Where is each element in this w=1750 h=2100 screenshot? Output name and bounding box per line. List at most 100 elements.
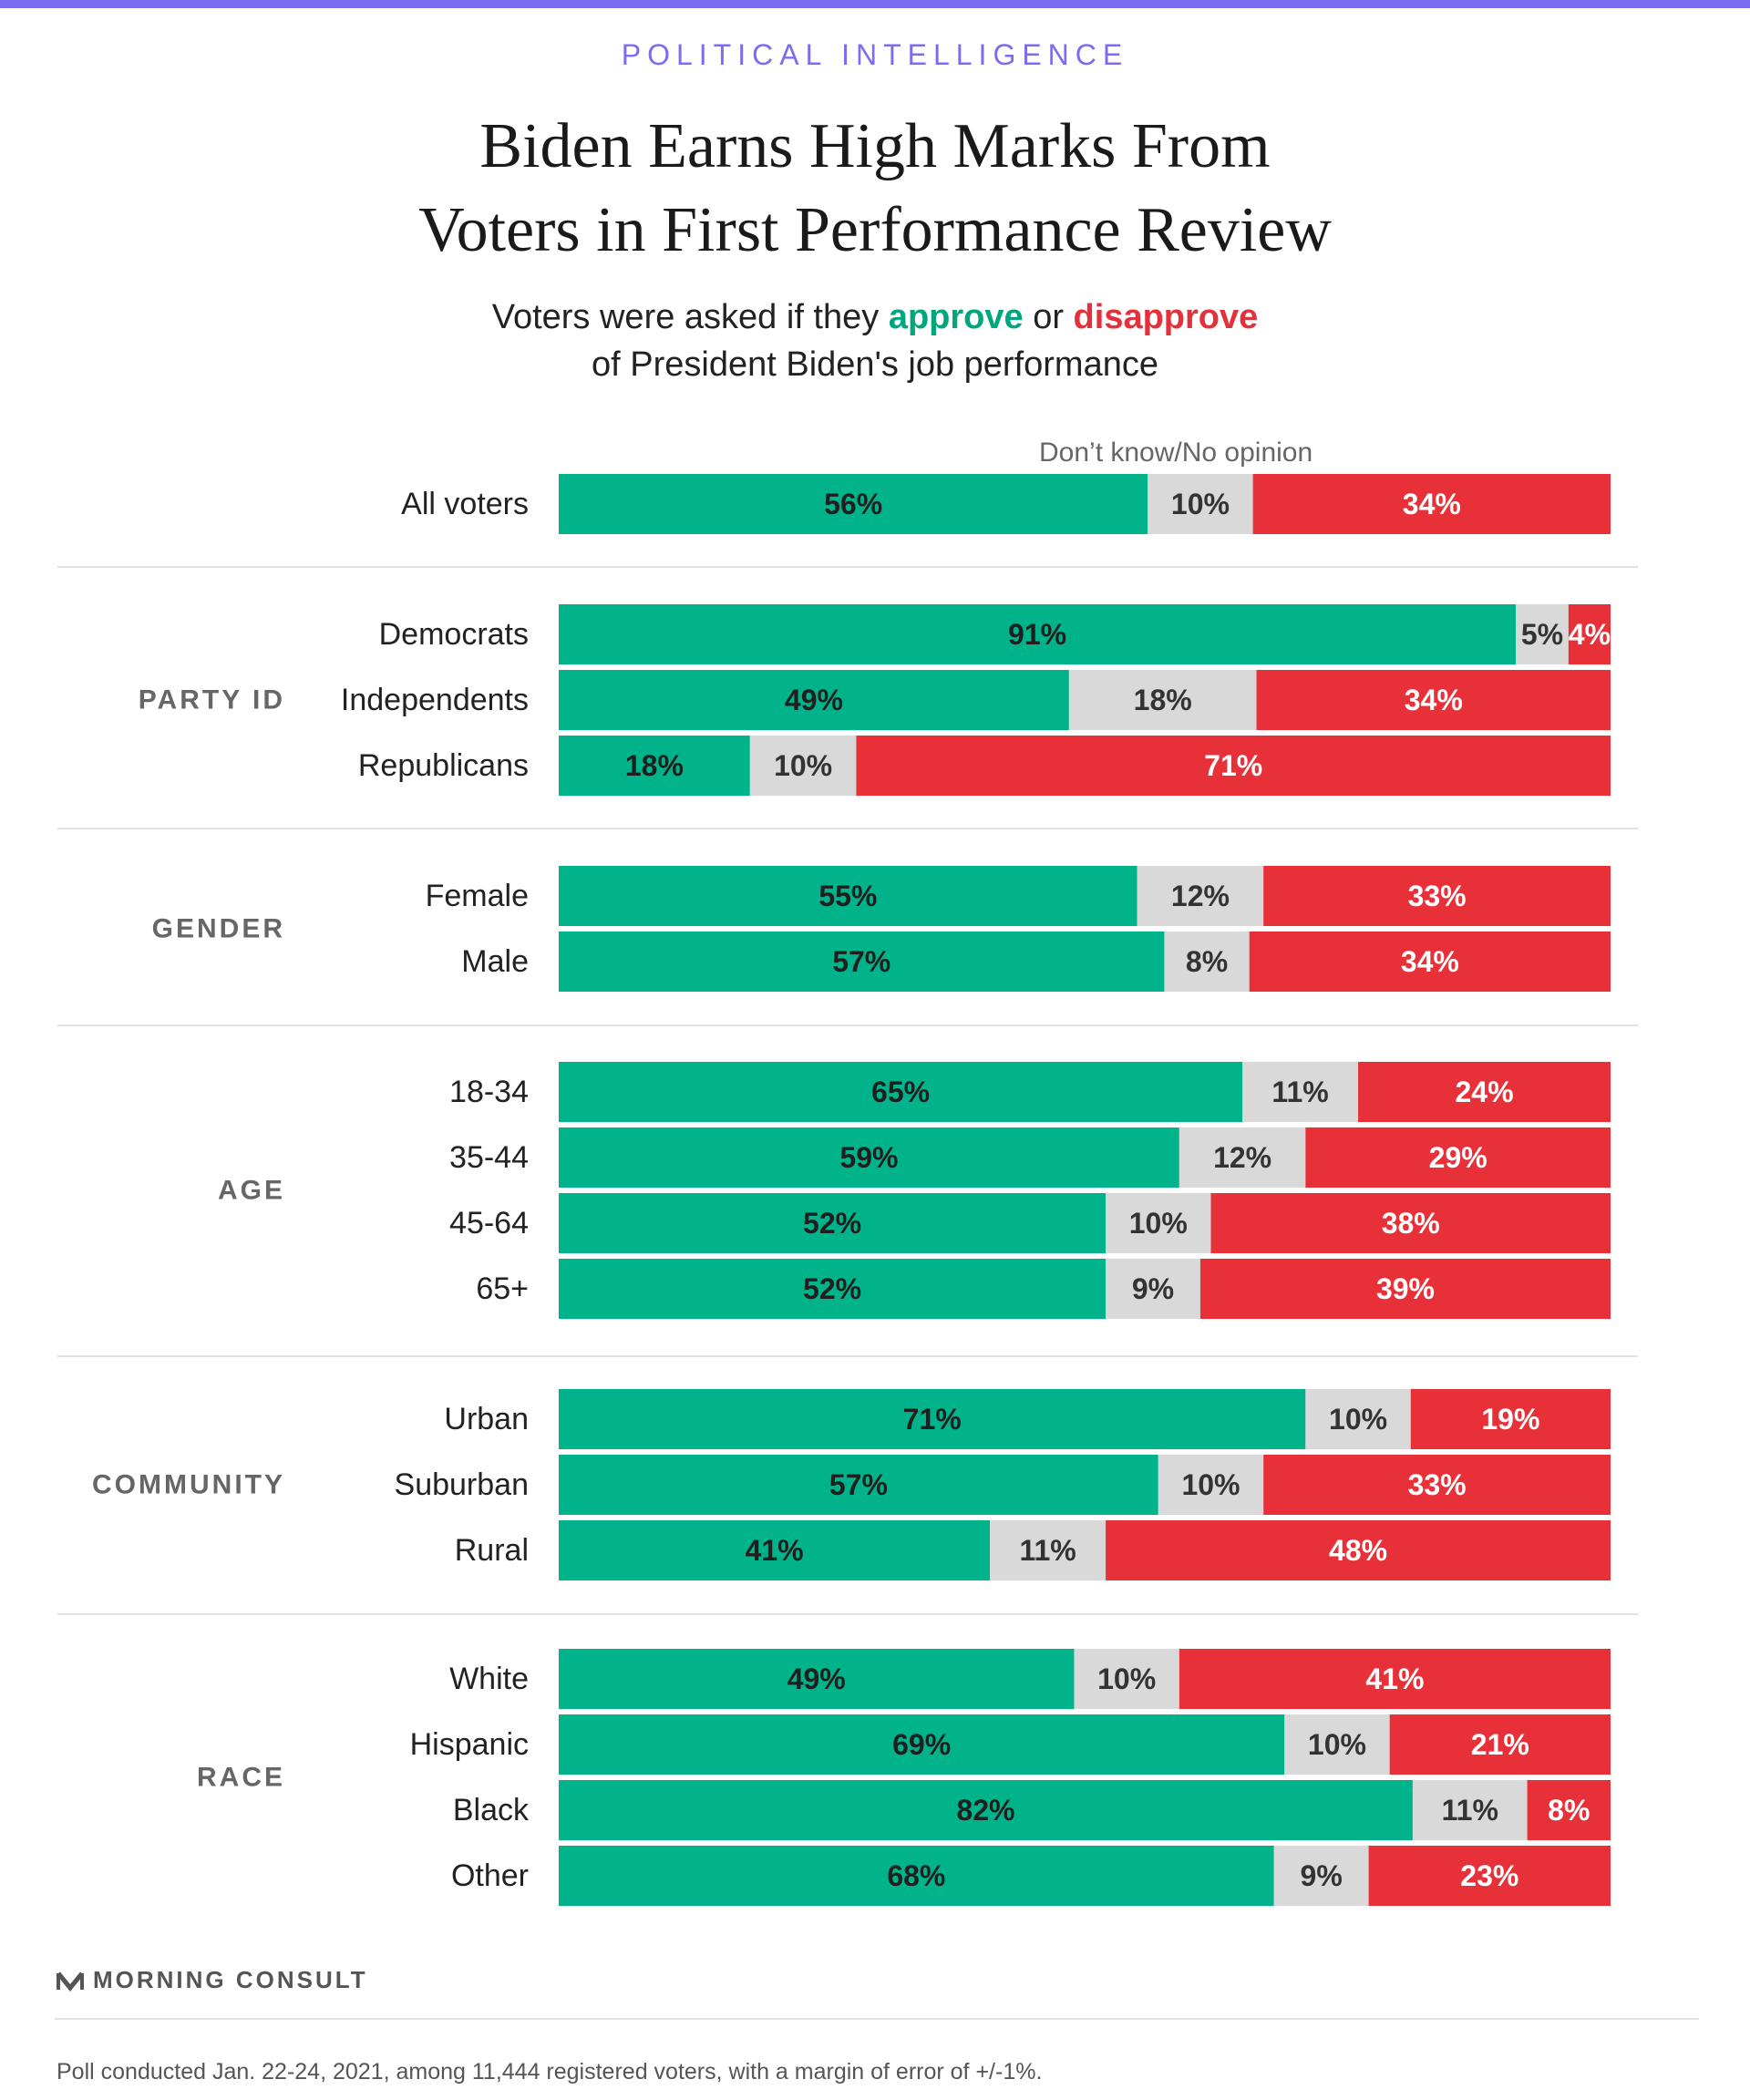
disapprove-segment: [1263, 1455, 1611, 1515]
row-label: Republicans: [358, 748, 529, 783]
value-label: 38%: [1382, 1207, 1440, 1240]
disapprove-segment: [1410, 1389, 1611, 1449]
value-label: 10%: [1329, 1403, 1387, 1436]
footnote: Poll conducted Jan. 22-24, 2021, among 1…: [57, 2059, 1043, 2085]
morning-consult-logo-icon: [57, 1971, 84, 1992]
row-label: All voters: [401, 487, 529, 521]
value-label: 10%: [1097, 1662, 1156, 1695]
value-label: 10%: [774, 749, 832, 782]
approve-segment: [559, 736, 750, 796]
disapprove-segment: [1527, 1780, 1611, 1840]
approve-segment: [559, 1846, 1274, 1906]
value-label: 12%: [1171, 880, 1230, 912]
value-label: 33%: [1408, 1468, 1467, 1501]
approve-segment: [559, 866, 1138, 926]
approve-segment: [559, 1520, 991, 1580]
value-label: 48%: [1329, 1534, 1387, 1567]
approve-segment: [559, 1127, 1179, 1188]
value-label: 52%: [803, 1207, 861, 1240]
dont-know-segment: [1179, 1127, 1306, 1188]
value-label: 12%: [1213, 1141, 1271, 1174]
value-label: 59%: [839, 1141, 898, 1174]
value-label: 57%: [829, 1468, 888, 1501]
dont-know-segment: [1516, 604, 1569, 664]
row-label: Female: [426, 879, 529, 913]
value-label: 10%: [1129, 1207, 1188, 1240]
group-label: AGE: [218, 1176, 285, 1206]
dont-know-segment: [749, 736, 857, 796]
row-label: 18-34: [449, 1075, 529, 1109]
dont-know-segment: [1148, 474, 1253, 534]
brand-logo: MORNING CONSULT: [57, 1966, 368, 1994]
value-label: 91%: [1008, 618, 1066, 651]
dont-know-segment: [1068, 670, 1257, 730]
footer-divider: [55, 2018, 1699, 2020]
subtitle-or: or: [1023, 298, 1074, 336]
disapprove-segment: [1249, 932, 1611, 992]
value-label: 33%: [1408, 880, 1467, 912]
value-label: 49%: [785, 684, 843, 716]
dont-know-segment: [1137, 866, 1264, 926]
stacked-bar-chart: All voters 56% 10% 34% Democrats 91% 5% 4% Indep…: [57, 474, 1638, 1906]
value-label: 10%: [1171, 488, 1230, 520]
value-label: 10%: [1308, 1728, 1366, 1761]
disapprove-segment: [1256, 670, 1611, 730]
value-label: 10%: [1181, 1468, 1240, 1501]
approve-segment: [559, 932, 1165, 992]
dont-know-segment: [1158, 1455, 1264, 1515]
group-label: PARTY ID: [139, 685, 285, 715]
value-label: 34%: [1403, 488, 1461, 520]
value-label: 8%: [1548, 1794, 1590, 1827]
brand-name: MORNING CONSULT: [93, 1966, 368, 1993]
title-line-1: Biden Earns High Marks From: [479, 111, 1271, 181]
approve-segment: [559, 474, 1148, 534]
disapprove-segment: [1263, 866, 1611, 926]
row-label: Other: [451, 1858, 529, 1893]
row-label: Independents: [341, 683, 529, 717]
value-label: 21%: [1471, 1728, 1529, 1761]
dont-know-segment: [990, 1520, 1107, 1580]
value-label: 29%: [1429, 1141, 1488, 1174]
approve-segment: [559, 1193, 1107, 1253]
value-label: 23%: [1460, 1859, 1518, 1892]
disapprove-segment: [1368, 1846, 1611, 1906]
value-label: 11%: [1442, 1794, 1498, 1827]
dont-know-segment: [1284, 1714, 1390, 1775]
value-label: 41%: [1365, 1662, 1424, 1695]
value-label: 56%: [824, 488, 882, 520]
value-label: 18%: [1134, 684, 1192, 716]
subtitle-line-1: Voters were asked if they approve or dis…: [0, 293, 1750, 341]
title-line-2: Voters in First Performance Review: [418, 195, 1332, 265]
approve-segment: [559, 670, 1069, 730]
row-label: Democrats: [379, 617, 529, 652]
value-label: 39%: [1376, 1272, 1435, 1305]
disapprove-key: disapprove: [1073, 298, 1259, 336]
row-label: Black: [453, 1793, 530, 1827]
approve-segment: [559, 1389, 1306, 1449]
dont-know-segment: [1074, 1649, 1179, 1709]
row-label: 35-44: [449, 1140, 529, 1175]
dont-know-segment: [1273, 1846, 1369, 1906]
group-label: COMMUNITY: [92, 1470, 285, 1500]
disapprove-segment: [856, 736, 1611, 796]
disapprove-segment: [1210, 1193, 1611, 1253]
value-label: 55%: [818, 880, 877, 912]
kicker: POLITICAL INTELLIGENCE: [621, 38, 1129, 71]
value-label: 69%: [892, 1728, 951, 1761]
disapprove-segment: [1106, 1520, 1611, 1580]
value-label: 4%: [1569, 618, 1611, 651]
row-label: Urban: [444, 1402, 529, 1436]
value-label: 49%: [788, 1662, 846, 1695]
value-label: 18%: [625, 749, 684, 782]
value-label: 65%: [871, 1076, 930, 1108]
group-label: RACE: [197, 1763, 285, 1793]
value-label: 71%: [1204, 749, 1262, 782]
value-label: 52%: [803, 1272, 861, 1305]
disapprove-segment: [1252, 474, 1611, 534]
value-label: 11%: [1019, 1534, 1076, 1567]
value-label: 9%: [1132, 1272, 1174, 1305]
approve-segment: [559, 1780, 1413, 1840]
chart-subtitle: Voters were asked if they approve or dis…: [0, 293, 1750, 388]
dont-know-segment: [1412, 1780, 1528, 1840]
dont-know-segment: [1106, 1259, 1200, 1319]
